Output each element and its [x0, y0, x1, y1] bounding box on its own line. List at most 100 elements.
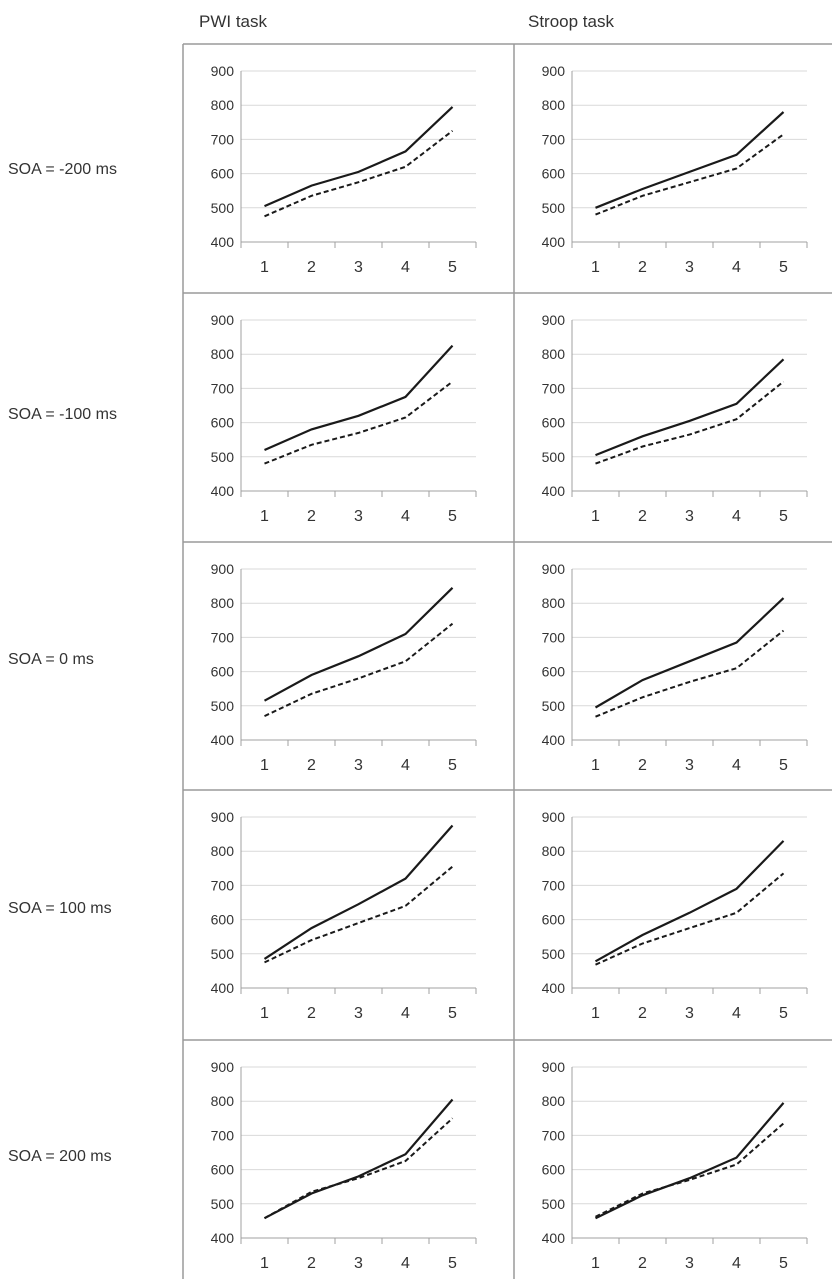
y-tick-label: 600: [211, 1162, 235, 1178]
y-tick-label: 400: [542, 980, 566, 996]
x-tick-label: 1: [591, 508, 600, 525]
y-tick-label: 600: [542, 664, 566, 680]
x-tick-label: 1: [260, 1255, 269, 1272]
x-tick-label: 1: [591, 1255, 600, 1272]
x-tick-label: 2: [307, 1005, 316, 1022]
column-header-pwi: PWI task: [199, 12, 268, 31]
x-tick-label: 3: [354, 508, 363, 525]
series-line-solid: [594, 840, 785, 963]
x-tick-label: 4: [401, 757, 410, 774]
x-tick-label: 4: [732, 508, 741, 525]
y-tick-label: 500: [211, 946, 235, 962]
x-tick-label: 4: [732, 1255, 741, 1272]
y-tick-label: 600: [211, 166, 235, 182]
chart-panel-1: 400 500 600 700 800 900 1 2 3 4 5: [211, 63, 477, 276]
row-label-soa-100: SOA = 100 ms: [8, 900, 112, 917]
series-line-solid: [595, 358, 785, 457]
chart-panel-3: 400 500 600 700 800 900 1 2 3 4 5: [211, 312, 477, 525]
y-tick-label: 700: [542, 380, 566, 396]
y-tick-label: 700: [542, 131, 566, 147]
x-tick-label: 3: [685, 757, 694, 774]
y-tick-label: 500: [211, 449, 235, 465]
y-tick-label: 400: [211, 980, 235, 996]
y-tick-label: 800: [211, 97, 235, 113]
x-tick-label: 3: [685, 1255, 694, 1272]
column-header-stroop: Stroop task: [528, 12, 614, 31]
y-tick-label: 400: [211, 483, 235, 499]
series-line-dashed: [595, 133, 785, 216]
y-tick-label: 900: [542, 1059, 566, 1075]
y-tick-label: 800: [211, 1093, 235, 1109]
series-line-dashed: [264, 380, 454, 465]
y-tick-label: 800: [211, 843, 235, 859]
x-tick-label: 4: [401, 259, 410, 276]
y-tick-label: 800: [542, 595, 566, 611]
y-tick-label: 800: [211, 595, 235, 611]
chart-panel-10: 400 500 600 700 800 900 1 2 3 4 5: [542, 1059, 808, 1272]
y-tick-label: 400: [211, 732, 235, 748]
chart-panel-2: 400 500 600 700 800 900 1 2 3 4 5: [542, 63, 808, 276]
y-tick-label: 900: [542, 561, 566, 577]
y-tick-label: 800: [542, 346, 566, 362]
series-line-solid: [263, 587, 454, 702]
x-tick-label: 1: [591, 259, 600, 276]
y-tick-label: 500: [211, 698, 235, 714]
y-tick-label: 400: [542, 483, 566, 499]
y-tick-label: 900: [211, 1059, 235, 1075]
x-tick-label: 3: [685, 1005, 694, 1022]
x-tick-label: 4: [732, 757, 741, 774]
y-tick-label: 400: [211, 1230, 235, 1246]
x-tick-label: 5: [448, 508, 457, 525]
x-tick-label: 1: [591, 757, 600, 774]
x-tick-label: 3: [685, 508, 694, 525]
x-tick-label: 2: [307, 1255, 316, 1272]
chart-panel-4: 400 500 600 700 800 900 1 2 3 4 5: [542, 312, 808, 525]
series-line-solid: [595, 1102, 785, 1220]
y-tick-label: 900: [211, 63, 235, 79]
x-tick-label: 3: [354, 1005, 363, 1022]
x-tick-label: 1: [260, 757, 269, 774]
series-line-dashed: [595, 629, 785, 718]
x-tick-label: 5: [779, 259, 788, 276]
y-tick-label: 900: [211, 561, 235, 577]
x-tick-label: 1: [260, 259, 269, 276]
series-line-solid: [264, 344, 454, 452]
x-tick-label: 2: [638, 259, 647, 276]
y-tick-label: 700: [542, 1127, 566, 1143]
x-tick-label: 2: [307, 259, 316, 276]
y-tick-label: 700: [211, 629, 235, 645]
x-tick-label: 4: [732, 1005, 741, 1022]
x-tick-label: 5: [779, 1005, 788, 1022]
x-tick-label: 3: [354, 259, 363, 276]
x-tick-label: 5: [448, 1005, 457, 1022]
y-tick-label: 600: [542, 912, 566, 928]
row-label-soa-0: SOA = 0 ms: [8, 651, 94, 668]
x-tick-label: 5: [779, 757, 788, 774]
x-tick-label: 5: [779, 1255, 788, 1272]
y-tick-label: 700: [211, 380, 235, 396]
x-tick-label: 4: [401, 1255, 410, 1272]
x-tick-label: 2: [638, 1005, 647, 1022]
y-tick-label: 500: [211, 1196, 235, 1212]
x-tick-label: 2: [638, 508, 647, 525]
x-tick-label: 1: [260, 508, 269, 525]
chart-panel-8: 400 500 600 700 800 900 1 2 3 4 5: [542, 809, 808, 1022]
y-tick-label: 900: [211, 312, 235, 328]
series-line-solid: [263, 1098, 454, 1220]
x-tick-label: 2: [307, 757, 316, 774]
x-tick-label: 3: [354, 757, 363, 774]
x-tick-label: 4: [732, 259, 741, 276]
y-tick-label: 600: [211, 664, 235, 680]
chart-panel-7: 400 500 600 700 800 900 1 2 3 4 5: [211, 809, 477, 1022]
series-line-dashed: [264, 130, 454, 218]
y-tick-label: 500: [542, 200, 566, 216]
series-line-solid: [595, 111, 785, 209]
series-line-dashed: [595, 1122, 785, 1218]
x-tick-label: 5: [779, 508, 788, 525]
y-tick-label: 900: [542, 312, 566, 328]
y-tick-label: 500: [542, 698, 566, 714]
y-tick-label: 700: [542, 877, 566, 893]
x-tick-label: 1: [591, 1005, 600, 1022]
series-line-dashed: [595, 872, 785, 966]
